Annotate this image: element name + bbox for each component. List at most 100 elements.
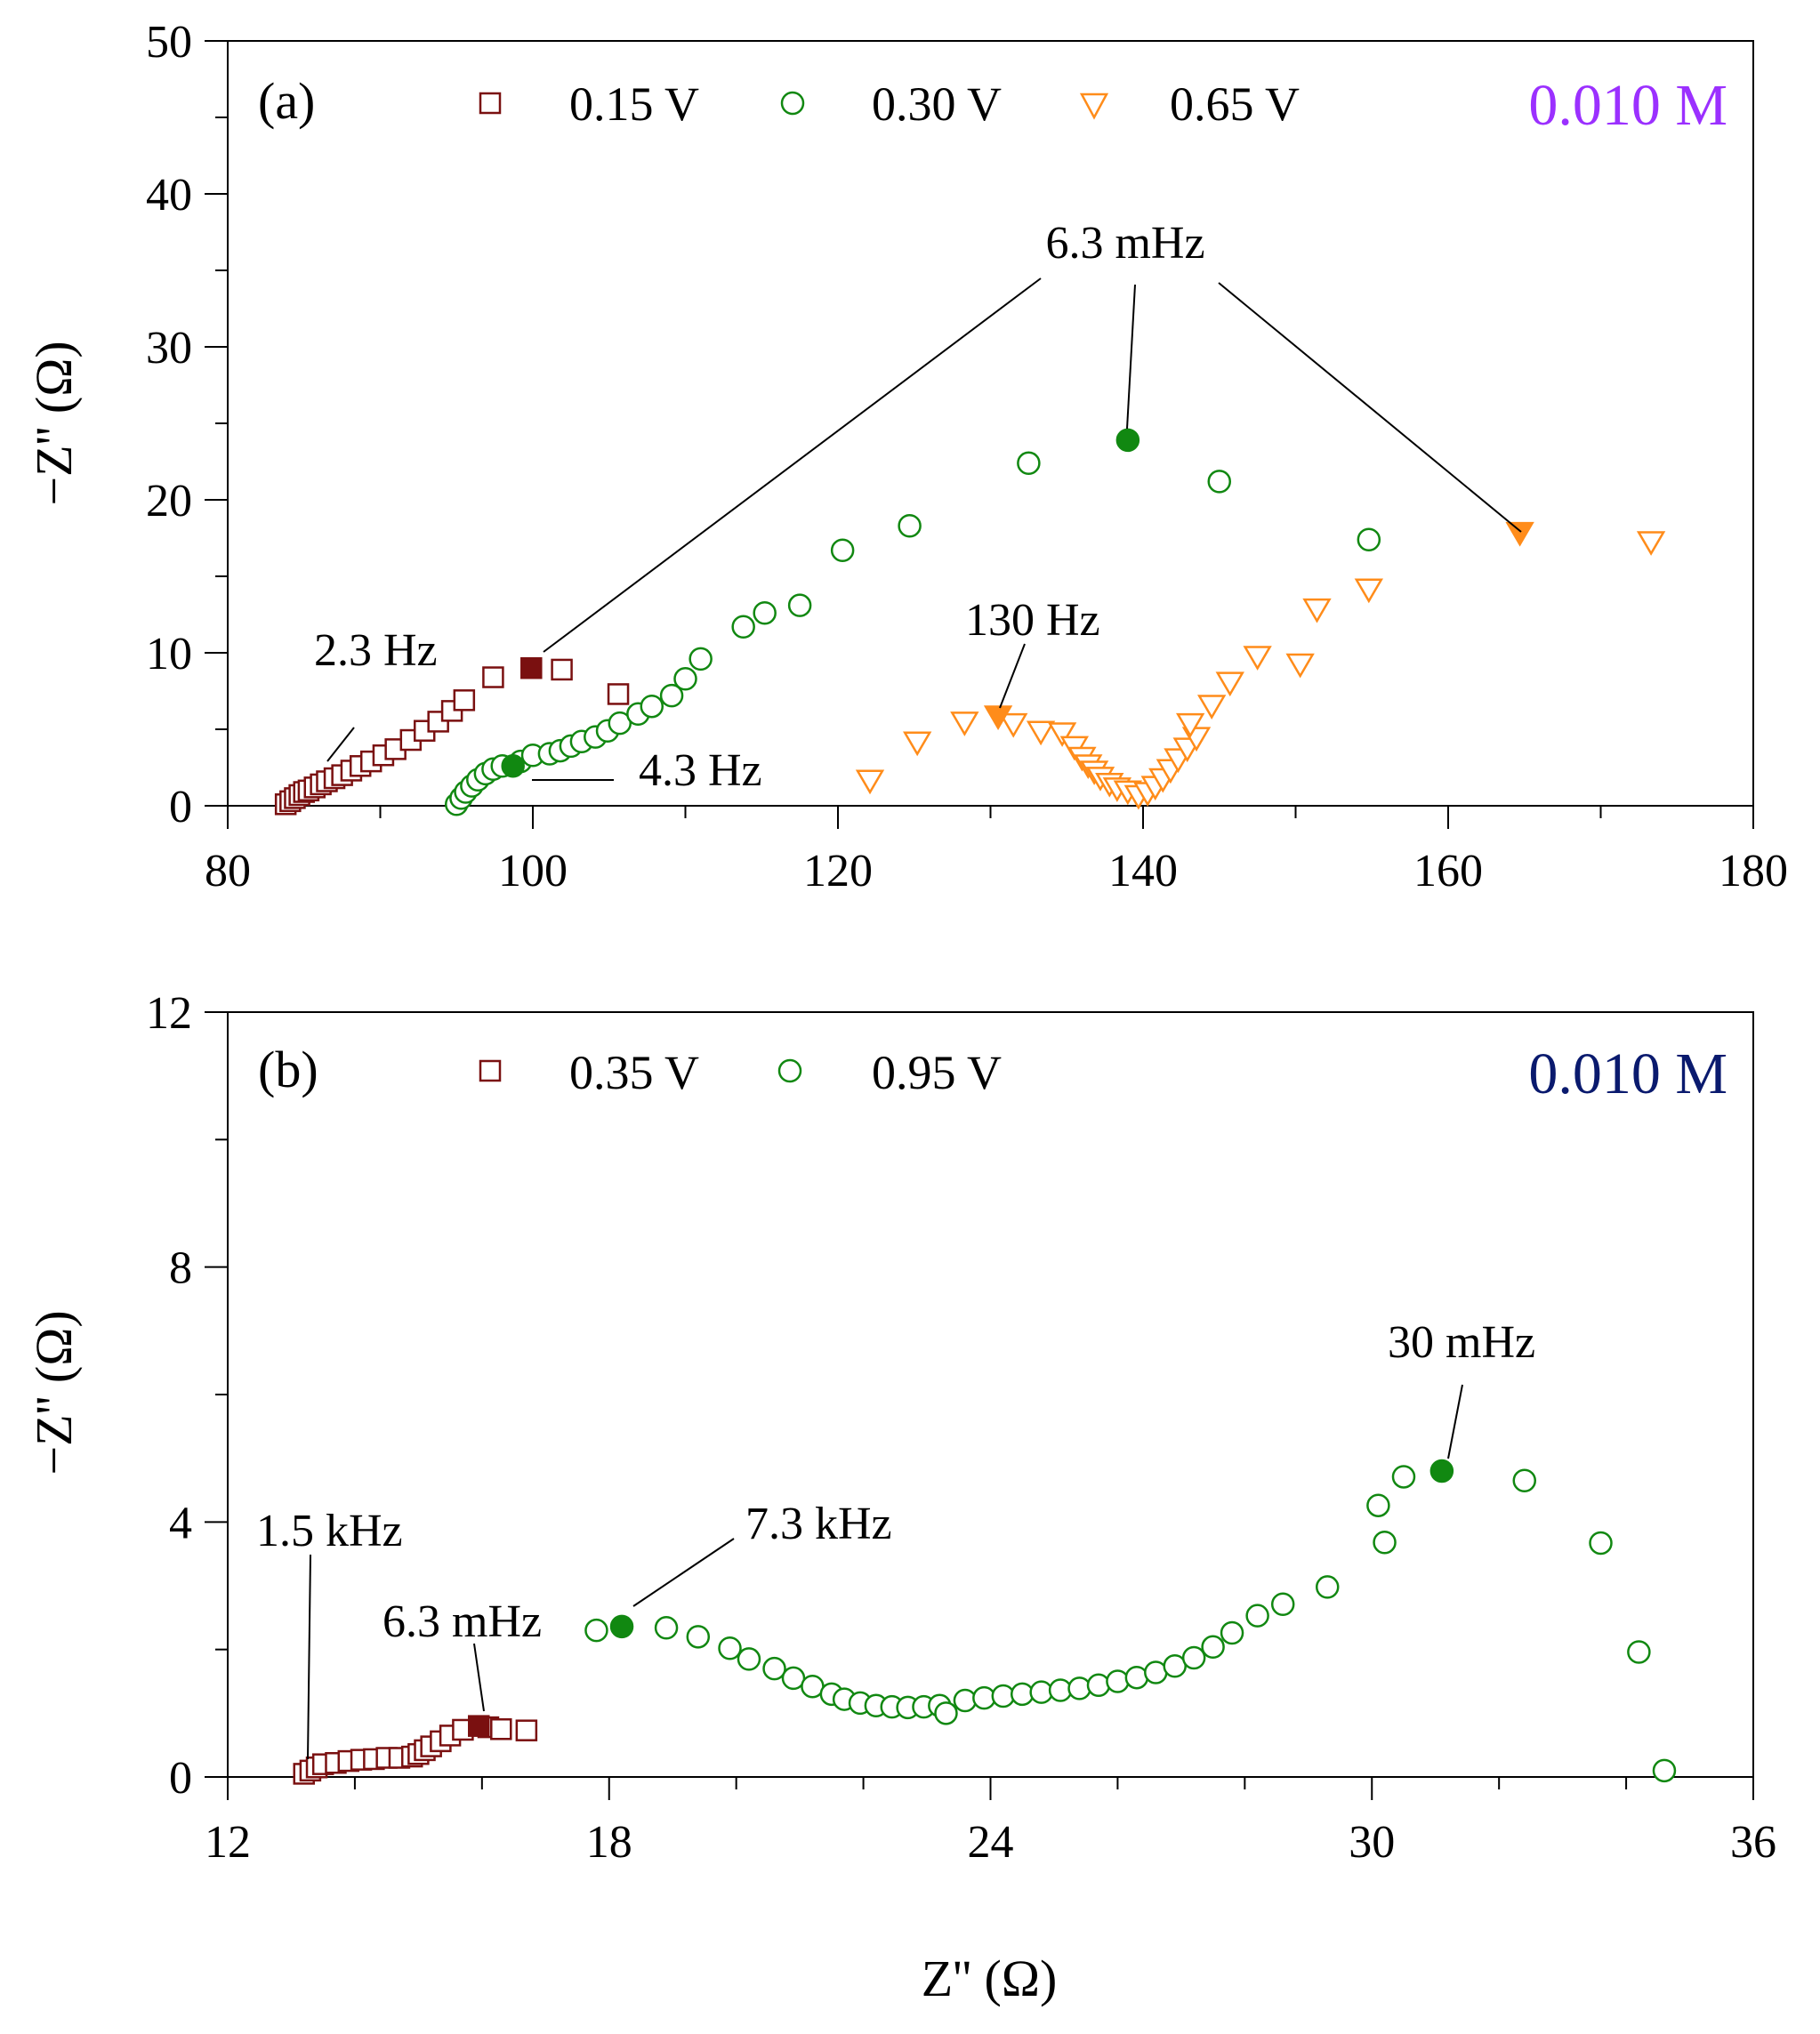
legend-b-marker-0-35v — [479, 1059, 502, 1082]
point-0-95-V — [1106, 1669, 1130, 1693]
y-tick-label: 30 — [146, 323, 192, 374]
panel-a-ticks: 80 100 120 140 160 180 0 10 20 30 40 50 — [146, 17, 1788, 896]
point-0-30-V — [1017, 451, 1041, 475]
point-0-65-V-highlight — [983, 705, 1013, 731]
point-0-30-V-highlight — [1115, 428, 1140, 453]
x-tick-label: 30 — [1349, 1817, 1395, 1868]
point-0-95-V — [1652, 1758, 1677, 1783]
x-tick-label: 12 — [205, 1817, 251, 1868]
y-tick-label: 4 — [169, 1498, 192, 1548]
x-tick-label: 120 — [803, 846, 873, 896]
legend-b-marker-0-95v — [777, 1058, 802, 1083]
annot-1-5-khz: 1.5 kHz — [256, 1506, 403, 1556]
point-0-95-V — [1245, 1604, 1269, 1628]
x-tick-label: 140 — [1108, 846, 1178, 896]
point-0-95-V — [1270, 1592, 1295, 1617]
annot-6mhz-line-triangle — [1218, 282, 1522, 533]
point-0-15-V — [453, 689, 476, 711]
panel-b-frame — [227, 1011, 1754, 1778]
annot-4-3-hz: 4.3 Hz — [639, 745, 762, 796]
y-tick-label: 50 — [146, 17, 192, 68]
point-0-30-V — [659, 683, 684, 708]
annot-130hz-line — [999, 643, 1026, 709]
x-tick-label: 24 — [968, 1817, 1014, 1868]
point-0-95-V — [1366, 1493, 1390, 1517]
legend-a-label-0-30v: 0.30 V — [872, 77, 1002, 131]
point-0-15-V — [482, 666, 504, 688]
point-0-95-V — [1627, 1640, 1651, 1664]
legend-a-marker-0-65v — [1079, 92, 1109, 120]
y-tick-label: 12 — [146, 988, 192, 1039]
point-0-95-V — [934, 1701, 958, 1725]
point-0-65-V — [1047, 722, 1077, 747]
panel-b-legend: 0.35 V 0.95 V — [479, 1046, 1002, 1099]
panel-b: 12 18 24 30 36 0 4 8 12 1.5 kHz 6.3 mHz 7.3 kHz … — [146, 988, 1776, 1868]
point-0-65-V — [1636, 531, 1666, 556]
point-0-30-V — [787, 593, 812, 617]
annot-b-6-3-mhz: 6.3 mHz — [383, 1596, 542, 1647]
panel-a-series — [274, 428, 1666, 816]
point-0-30-V — [731, 615, 755, 639]
x-tick-label: 80 — [205, 846, 251, 896]
point-0-95-V — [781, 1666, 806, 1691]
annot-2-3hz-line — [326, 727, 355, 762]
point-0-30-V — [673, 666, 697, 691]
point-0-95-V — [953, 1688, 978, 1713]
x-tick-label: 160 — [1413, 846, 1483, 896]
point-0-95-V — [718, 1636, 742, 1660]
point-0-65-V — [1285, 653, 1315, 679]
annot-130-hz: 130 Hz — [965, 595, 1100, 646]
point-0-65-V — [1196, 695, 1227, 720]
panel-b-ticks: 12 18 24 30 36 0 4 8 12 — [146, 988, 1776, 1868]
point-0-65-V — [950, 711, 979, 736]
point-0-65-V — [1354, 578, 1383, 604]
x-tick-label: 36 — [1730, 1817, 1776, 1868]
y-axis-title-a: −Z'' (Ω) — [25, 341, 83, 505]
panel-a-concentration: 0.010 M — [1528, 73, 1727, 138]
panel-b-series — [293, 1459, 1677, 1785]
panel-b-annotations: 1.5 kHz 6.3 mHz 7.3 kHz 30 mHz — [256, 1317, 1535, 1760]
legend-a-marker-0-15v — [479, 92, 502, 115]
y-tick-label: 20 — [146, 476, 192, 527]
point-0-30-V — [1207, 470, 1231, 494]
point-0-95-V — [1124, 1665, 1149, 1690]
point-0-95-V — [1181, 1645, 1206, 1670]
annot-30-mhz: 30 mHz — [1388, 1317, 1535, 1368]
annot-1-5khz-line — [307, 1554, 311, 1760]
point-0-95-V — [762, 1656, 786, 1681]
point-0-95-V — [1201, 1635, 1225, 1660]
annot-30mhz-line — [1447, 1384, 1463, 1459]
point-0-30-V — [1357, 527, 1381, 551]
point-0-65-V — [1215, 671, 1244, 697]
point-0-95-V — [1067, 1676, 1091, 1700]
legend-a-label-0-15v: 0.15 V — [569, 77, 699, 131]
panel-b-concentration: 0.010 M — [1528, 1041, 1727, 1106]
point-0-95-V-highlight — [1429, 1459, 1454, 1483]
panel-a-legend: 0.15 V 0.30 V 0.65 V — [479, 77, 1300, 131]
legend-a-marker-0-30v — [780, 91, 805, 116]
point-0-95-V — [1373, 1531, 1397, 1555]
point-0-95-V — [654, 1616, 679, 1640]
point-0-35-V — [490, 1718, 512, 1741]
point-0-95-V — [584, 1618, 608, 1643]
point-0-95-V — [1512, 1468, 1536, 1492]
point-0-30-V — [830, 538, 855, 563]
legend-b-label-0-35v: 0.35 V — [569, 1046, 699, 1099]
point-0-65-V — [1302, 598, 1332, 623]
annot-7-3-khz: 7.3 kHz — [745, 1499, 892, 1549]
annot-2-3-hz: 2.3 Hz — [314, 625, 438, 676]
point-0-95-V — [1391, 1465, 1416, 1489]
point-0-35-V — [515, 1719, 538, 1741]
panel-b-label: (b) — [258, 1041, 318, 1098]
y-tick-label: 0 — [169, 1753, 192, 1804]
panel-a: 80 100 120 140 160 180 0 10 20 30 40 50 6.3 mHz 2.3… — [146, 17, 1788, 896]
point-0-65-V — [1243, 646, 1272, 671]
point-0-95-V — [737, 1647, 761, 1671]
legend-a-label-0-65v: 0.65 V — [1170, 77, 1300, 131]
point-0-35-V-highlight — [468, 1715, 490, 1737]
point-0-15-V-highlight — [520, 656, 543, 679]
panel-a-annotations: 6.3 mHz 2.3 Hz 4.3 Hz 130 Hz — [314, 218, 1522, 796]
point-0-30-V — [608, 711, 632, 736]
y-tick-label: 10 — [146, 629, 192, 679]
